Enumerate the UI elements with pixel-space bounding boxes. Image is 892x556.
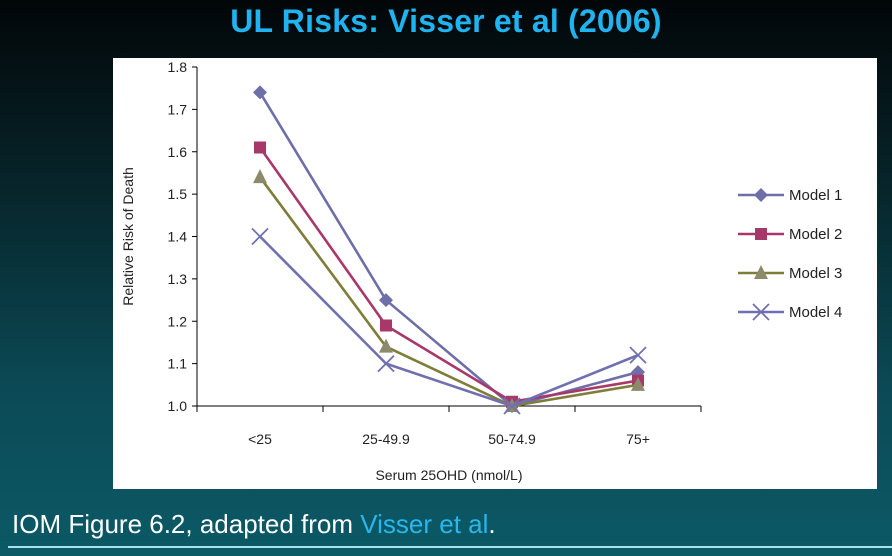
caption-suffix: . bbox=[488, 509, 496, 539]
series-line-model-3 bbox=[258, 176, 639, 408]
x-tick-label: 75+ bbox=[626, 431, 650, 447]
slide-title: UL Risks: Visser et al (2006) bbox=[230, 3, 662, 39]
y-tick-label: 1.6 bbox=[168, 144, 188, 160]
series-line-model-4 bbox=[259, 235, 639, 408]
legend-marker bbox=[754, 188, 768, 202]
y-tick-label: 1.7 bbox=[168, 101, 188, 117]
data-point bbox=[629, 346, 647, 364]
visser-link[interactable]: Visser et al bbox=[360, 509, 489, 539]
legend-marker bbox=[755, 228, 767, 240]
data-point bbox=[377, 354, 395, 373]
y-tick-label: 1.0 bbox=[168, 398, 188, 414]
y-tick-label: 1.2 bbox=[168, 313, 188, 329]
y-tick-label: 1.4 bbox=[168, 229, 188, 245]
data-point bbox=[251, 227, 269, 246]
data-point bbox=[254, 141, 266, 154]
data-point bbox=[379, 338, 393, 353]
series-line-model-1 bbox=[258, 91, 639, 408]
legend-marker bbox=[752, 303, 770, 321]
legend-label: Model 3 bbox=[789, 265, 842, 282]
data-point bbox=[253, 85, 267, 100]
data-point bbox=[253, 169, 267, 184]
x-tick-label: 50-74.9 bbox=[488, 431, 536, 447]
data-point bbox=[503, 397, 521, 415]
data-point bbox=[631, 376, 645, 391]
y-tick-label: 1.3 bbox=[168, 271, 188, 287]
data-point bbox=[379, 293, 393, 308]
legend-label: Model 1 bbox=[789, 187, 842, 204]
x-tick-label: 25-49.9 bbox=[362, 431, 410, 447]
legend-marker bbox=[754, 265, 768, 279]
caption: IOM Figure 6.2, adapted from Visser et a… bbox=[12, 509, 496, 540]
y-axis-label: Relative Risk of Death bbox=[120, 167, 136, 306]
caption-text: IOM Figure 6.2, adapted from bbox=[12, 509, 361, 539]
line-chart: 1.0 1.1 1.2 1.3 1.4 1.5 1.6 1.7 1.8 <25 25-49.9 50-… bbox=[120, 59, 842, 483]
chart-panel: 1.0 1.1 1.2 1.3 1.4 1.5 1.6 1.7 1.8 <25 25-49.9 50-… bbox=[113, 58, 877, 489]
x-tick-label: <25 bbox=[248, 431, 272, 447]
y-tick-label: 1.8 bbox=[168, 59, 188, 75]
data-point bbox=[380, 319, 392, 332]
series-line-model-2 bbox=[258, 146, 639, 404]
y-tick-label: 1.1 bbox=[168, 356, 188, 372]
legend-label: Model 2 bbox=[789, 226, 842, 243]
divider-line bbox=[8, 546, 892, 548]
legend-label: Model 4 bbox=[789, 304, 842, 321]
y-tick-label: 1.5 bbox=[168, 186, 188, 202]
x-axis-label: Serum 25OHD (nmol/L) bbox=[375, 467, 522, 483]
